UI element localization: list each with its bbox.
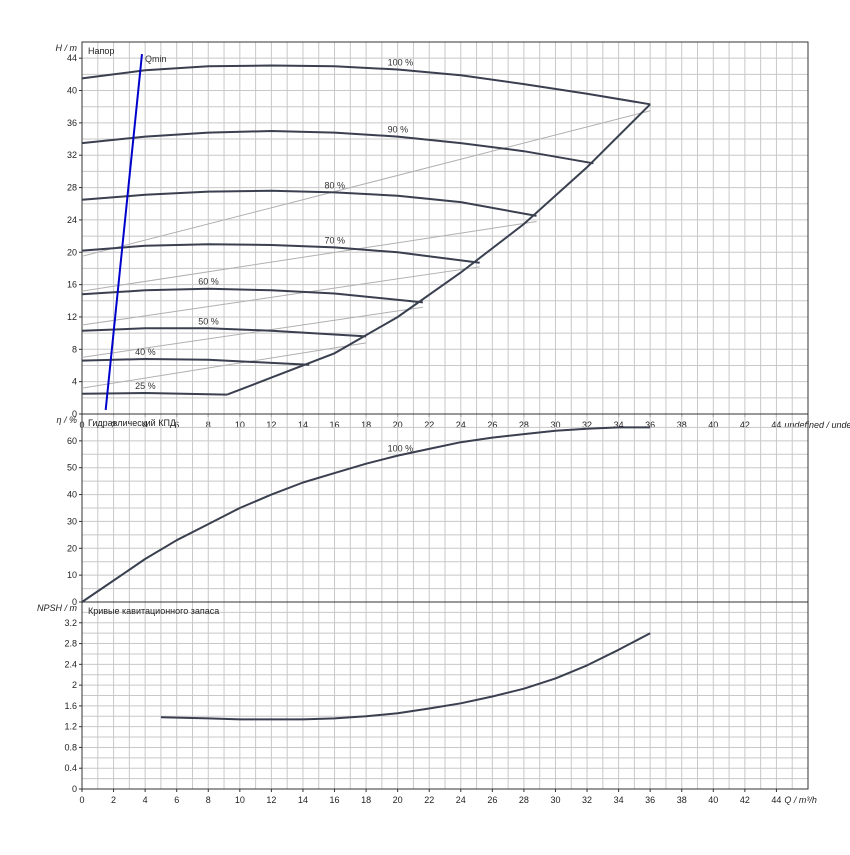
x-tick-label: 24 bbox=[456, 795, 466, 805]
y-tick-label: 28 bbox=[67, 183, 77, 193]
series-line bbox=[160, 632, 651, 721]
series-line bbox=[81, 64, 651, 106]
y-tick-label: 30 bbox=[67, 516, 77, 526]
y-tick-label: 20 bbox=[67, 543, 77, 553]
series-line bbox=[81, 243, 480, 264]
y-axis-label: H / m bbox=[56, 43, 78, 53]
y-tick-label: 60 bbox=[67, 436, 77, 446]
x-tick-label: 44 bbox=[771, 795, 781, 805]
x-tick-label: 6 bbox=[174, 795, 179, 805]
x-tick-label: 34 bbox=[614, 795, 624, 805]
x-tick-label: 26 bbox=[487, 795, 497, 805]
y-tick-label: 0 bbox=[72, 409, 77, 419]
envelope-line bbox=[226, 103, 651, 396]
efficiency-line bbox=[81, 266, 480, 326]
qmin-line bbox=[104, 54, 143, 411]
y-axis-label: η / % bbox=[56, 415, 77, 425]
series-label: 90 % bbox=[388, 125, 409, 135]
series-label: 100 % bbox=[388, 57, 414, 67]
y-tick-label: 36 bbox=[67, 118, 77, 128]
y-tick-label: 24 bbox=[67, 215, 77, 225]
series-line bbox=[81, 426, 651, 603]
series-label: 40 % bbox=[135, 347, 156, 357]
x-tick-label: 42 bbox=[740, 795, 750, 805]
series-label: 100 % bbox=[388, 444, 414, 454]
series-line bbox=[81, 358, 310, 366]
y-tick-label: 0 bbox=[72, 597, 77, 607]
x-tick-label: 4 bbox=[143, 795, 148, 805]
series-line bbox=[81, 189, 537, 217]
y-tick-label: 32 bbox=[67, 150, 77, 160]
x-axis-label: Q / m³/h bbox=[784, 795, 817, 805]
series-label: 70 % bbox=[325, 235, 346, 245]
series-label: 50 % bbox=[198, 316, 219, 326]
x-tick-label: 30 bbox=[550, 795, 560, 805]
y-tick-label: 40 bbox=[67, 86, 77, 96]
efficiency-line bbox=[81, 221, 537, 292]
y-tick-label: 16 bbox=[67, 280, 77, 290]
panel-frame bbox=[81, 601, 809, 790]
series-line bbox=[81, 327, 367, 338]
y-tick-label: 1.2 bbox=[64, 722, 77, 732]
y-tick-label: 1.6 bbox=[64, 701, 77, 711]
y-tick-label: 12 bbox=[67, 312, 77, 322]
efficiency-line bbox=[81, 110, 651, 257]
x-tick-label: 40 bbox=[708, 795, 718, 805]
y-tick-label: 40 bbox=[67, 490, 77, 500]
x-tick-label: 8 bbox=[206, 795, 211, 805]
y-tick-label: 2.8 bbox=[64, 639, 77, 649]
y-tick-label: 10 bbox=[67, 570, 77, 580]
x-tick-label: 10 bbox=[235, 795, 245, 805]
x-tick-label: 28 bbox=[519, 795, 529, 805]
series-label: 25 % bbox=[135, 381, 156, 391]
series-line bbox=[81, 392, 228, 396]
qmin-label: Qmin bbox=[145, 54, 167, 64]
panel-title: Напор bbox=[88, 46, 114, 56]
series-label: 60 % bbox=[198, 277, 219, 287]
y-axis-label: NPSH / m bbox=[37, 603, 78, 613]
panel-title: Гидравлический КПД bbox=[88, 418, 176, 428]
x-tick-label: 12 bbox=[266, 795, 276, 805]
y-tick-label: 44 bbox=[67, 53, 77, 63]
x-tick-label: 22 bbox=[424, 795, 434, 805]
efficiency-line bbox=[81, 306, 423, 358]
y-tick-label: 0.4 bbox=[64, 763, 77, 773]
x-tick-label: 14 bbox=[298, 795, 308, 805]
y-tick-label: 4 bbox=[72, 377, 77, 387]
y-tick-label: 0 bbox=[72, 784, 77, 794]
y-tick-label: 3.2 bbox=[64, 618, 77, 628]
y-tick-label: 0.8 bbox=[64, 742, 77, 752]
y-tick-label: 2 bbox=[72, 680, 77, 690]
x-tick-label: 20 bbox=[393, 795, 403, 805]
x-tick-label: 0 bbox=[79, 795, 84, 805]
y-tick-label: 8 bbox=[72, 344, 77, 354]
x-axis-label: undefined / undefined bbox=[784, 420, 850, 430]
series-line bbox=[81, 287, 424, 304]
y-tick-label: 20 bbox=[67, 247, 77, 257]
y-tick-label: 2.4 bbox=[64, 659, 77, 669]
y-tick-label: 50 bbox=[67, 463, 77, 473]
x-tick-label: 18 bbox=[361, 795, 371, 805]
x-tick-label: 38 bbox=[677, 795, 687, 805]
x-tick-label: 32 bbox=[582, 795, 592, 805]
efficiency-line bbox=[81, 342, 367, 389]
series-label: 80 % bbox=[325, 180, 346, 190]
panel-title: Кривые кавитационного запаса bbox=[88, 606, 219, 616]
x-tick-label: 36 bbox=[645, 795, 655, 805]
x-tick-label: 2 bbox=[111, 795, 116, 805]
x-tick-label: 16 bbox=[330, 795, 340, 805]
series-line bbox=[81, 130, 594, 165]
